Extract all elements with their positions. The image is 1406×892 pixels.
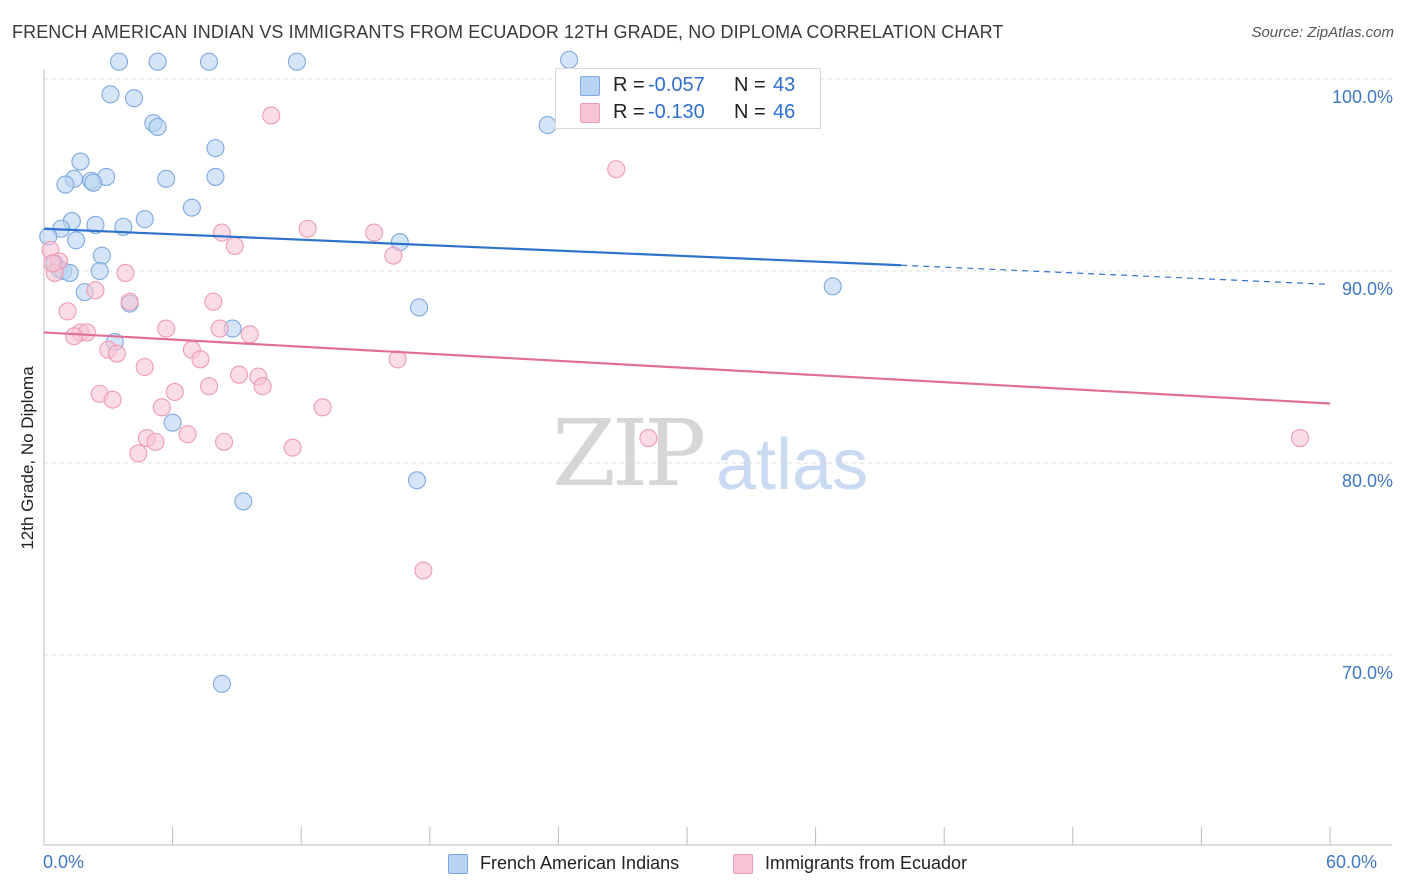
point-immigrants-from-ecuador	[64, 327, 84, 346]
point-immigrants-from-ecuador	[165, 382, 184, 402]
y-axis-label: 12th Grade, No Diploma	[18, 366, 37, 550]
point-french-american-indians	[92, 246, 111, 265]
point-immigrants-from-ecuador	[384, 246, 403, 265]
legend-r-label: R =	[613, 74, 645, 96]
legend-n-label: N =	[734, 74, 766, 96]
grid-lines	[44, 78, 1392, 656]
point-immigrants-from-ecuador	[120, 292, 139, 311]
legend-swatch-pink	[580, 103, 600, 123]
point-immigrants-from-ecuador	[43, 254, 62, 273]
point-french-american-indians	[84, 173, 103, 192]
y-tick-label: 100.0%	[1331, 87, 1393, 107]
point-french-american-indians	[538, 116, 557, 135]
point-immigrants-from-ecuador	[103, 390, 122, 409]
legend-r-value: -0.057	[648, 74, 705, 96]
point-french-american-indians	[163, 413, 182, 432]
point-immigrants-from-ecuador	[204, 292, 223, 311]
point-immigrants-from-ecuador	[86, 281, 105, 300]
point-immigrants-from-ecuador	[191, 350, 210, 369]
watermark-atlas: atlas	[716, 425, 869, 505]
point-immigrants-from-ecuador	[607, 160, 626, 179]
data-points	[39, 50, 1310, 693]
point-immigrants-from-ecuador	[388, 350, 407, 369]
point-french-american-indians	[157, 169, 176, 188]
point-immigrants-from-ecuador	[1290, 428, 1310, 448]
legend-row-french-american-indians: R = -0.057 N = 43	[556, 73, 820, 99]
point-immigrants-from-ecuador	[210, 319, 229, 338]
point-immigrants-from-ecuador	[240, 325, 259, 344]
point-french-american-indians	[212, 674, 231, 693]
point-french-american-indians	[109, 52, 129, 71]
trend-lines	[43, 227, 1331, 405]
point-french-american-indians	[71, 152, 90, 171]
legend-r-label: R =	[613, 101, 645, 123]
legend-n-value: 43	[773, 74, 796, 96]
point-immigrants-from-ecuador	[214, 432, 234, 451]
point-french-american-indians	[410, 298, 429, 317]
point-french-american-indians	[287, 52, 306, 71]
legend-swatch-blue	[580, 76, 600, 96]
point-french-american-indians	[86, 215, 105, 234]
point-immigrants-from-ecuador	[135, 357, 154, 377]
point-french-american-indians	[206, 139, 225, 158]
legend-row-immigrants-from-ecuador: R = -0.130 N = 46	[556, 100, 820, 126]
point-french-american-indians	[206, 167, 225, 186]
point-immigrants-from-ecuador	[146, 432, 165, 451]
trend-line-blue	[43, 227, 902, 267]
point-french-american-indians	[148, 52, 167, 71]
point-immigrants-from-ecuador	[298, 219, 317, 238]
trend-line-pink	[43, 331, 1331, 405]
point-french-american-indians	[234, 492, 253, 511]
point-immigrants-from-ecuador	[212, 223, 231, 242]
legend-n-label: N =	[734, 101, 766, 123]
axes	[43, 70, 1392, 846]
point-french-american-indians	[407, 471, 426, 490]
point-french-american-indians	[56, 175, 75, 194]
chart-title: FRENCH AMERICAN INDIAN VS IMMIGRANTS FRO…	[12, 22, 1004, 42]
point-french-american-indians	[101, 85, 120, 104]
bottom-legend-swatch-blue	[448, 854, 468, 874]
point-immigrants-from-ecuador	[639, 428, 658, 448]
point-immigrants-from-ecuador	[178, 425, 197, 444]
x-tick-label-min: 0.0%	[43, 852, 85, 872]
y-tick-label: 90.0%	[1341, 279, 1393, 299]
point-immigrants-from-ecuador	[283, 438, 302, 457]
source-label: Source: ZipAtlas.com	[1251, 24, 1394, 41]
point-french-american-indians	[148, 117, 167, 137]
point-immigrants-from-ecuador	[313, 398, 332, 417]
point-french-american-indians	[560, 50, 579, 69]
point-french-american-indians	[199, 52, 219, 71]
y-tick-label: 70.0%	[1341, 663, 1393, 683]
point-immigrants-from-ecuador	[129, 444, 148, 463]
point-immigrants-from-ecuador	[152, 398, 171, 417]
legend-r-value: -0.130	[648, 101, 705, 123]
point-immigrants-from-ecuador	[262, 106, 281, 125]
point-immigrants-from-ecuador	[365, 223, 384, 242]
point-immigrants-from-ecuador	[414, 561, 433, 580]
point-immigrants-from-ecuador	[157, 319, 176, 338]
bottom-legend-label: Immigrants from Ecuador	[765, 853, 968, 873]
point-immigrants-from-ecuador	[58, 302, 77, 321]
trend-line-extension-blue	[901, 264, 1331, 286]
bottom-legend-swatch-pink	[733, 854, 753, 874]
correlation-legend: R = -0.057 N = 43 R = -0.130 N = 46	[555, 68, 821, 129]
point-immigrants-from-ecuador	[229, 365, 249, 384]
point-french-american-indians	[67, 231, 86, 250]
point-french-american-indians	[823, 277, 842, 296]
point-immigrants-from-ecuador	[225, 236, 244, 256]
point-french-american-indians	[124, 89, 144, 108]
point-french-american-indians	[135, 210, 154, 229]
y-tick-label: 80.0%	[1341, 471, 1393, 491]
legend-n-value: 46	[773, 101, 796, 123]
point-french-american-indians	[182, 198, 201, 217]
x-tick-label-max: 60.0%	[1326, 852, 1378, 872]
point-immigrants-from-ecuador	[107, 344, 126, 363]
bottom-legend-label: French American Indians	[480, 853, 680, 873]
point-immigrants-from-ecuador	[253, 377, 272, 396]
point-french-american-indians	[90, 261, 109, 281]
watermark-zip: ZIP	[552, 400, 706, 507]
point-immigrants-from-ecuador	[199, 377, 219, 396]
point-immigrants-from-ecuador	[116, 263, 135, 282]
